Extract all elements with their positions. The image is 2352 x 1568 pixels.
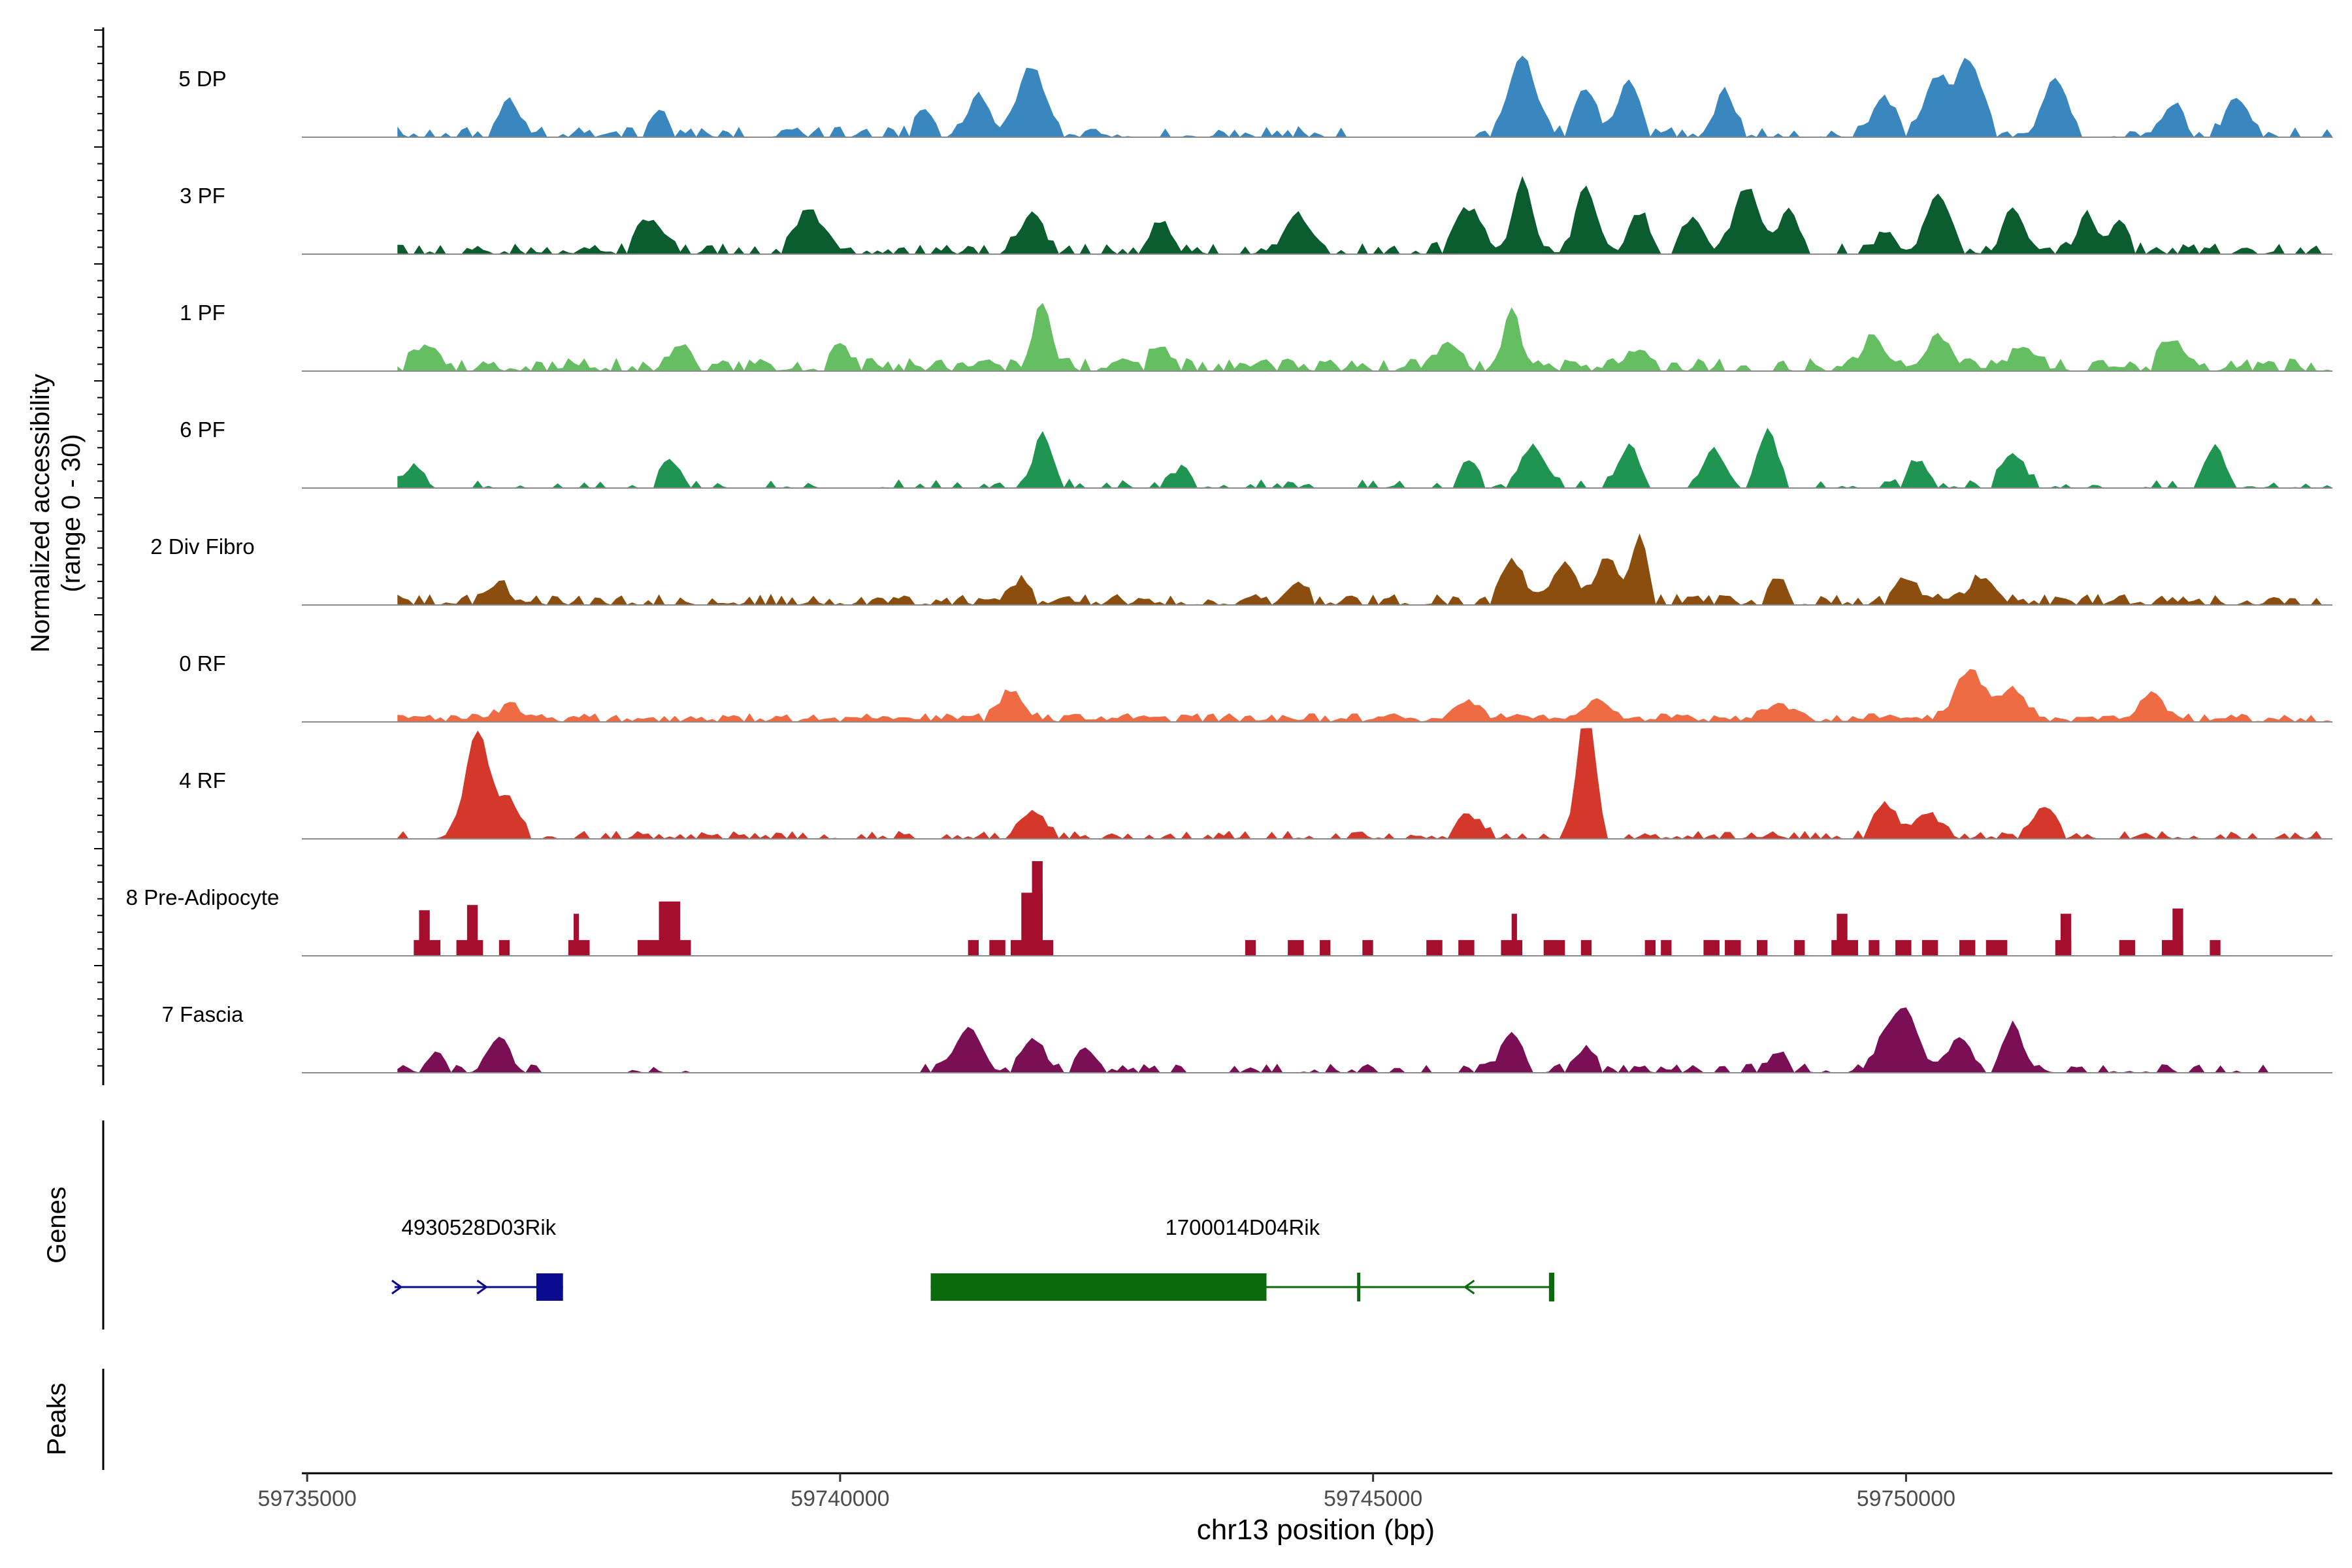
coverage-block <box>1458 939 1475 956</box>
track-label: 2 Div Fibro <box>150 534 255 559</box>
x-tick-label: 59750000 <box>1857 1486 1955 1511</box>
coverage-block <box>2119 939 2136 956</box>
coverage-block <box>1032 861 1043 956</box>
track-label: 3 PF <box>180 184 225 208</box>
coverage-block <box>1794 939 1805 956</box>
coverage-block <box>2210 939 2221 956</box>
peaks-track-label: Peaks <box>42 1382 71 1455</box>
track-label: 1 PF <box>180 301 225 325</box>
coverage-block <box>419 910 430 956</box>
y-axis-label-line2: (range 0 - 30) <box>57 434 86 592</box>
coverage-block <box>1985 939 2008 956</box>
coverage-block <box>466 905 478 956</box>
x-tick-label: 59745000 <box>1324 1486 1422 1511</box>
gene-4930528d03rik: 4930528D03Rik <box>391 1215 563 1301</box>
coverage-block <box>1362 939 1373 956</box>
gene-exon <box>930 1273 1267 1301</box>
coverage-area <box>397 56 2333 139</box>
coverage-block <box>2172 908 2183 956</box>
coverage-block <box>498 939 510 956</box>
gene-label: 4930528D03Rik <box>401 1215 556 1239</box>
track-5-dp: 5 DP <box>178 56 2333 139</box>
track-3-pf: 3 PF <box>180 176 2332 255</box>
coverage-block <box>1725 939 1741 956</box>
coverage-tracks: 5 DP 3 PF 1 PF 6 PF 2 Div Fibro 0 RF 4 RF 8 Pre… <box>126 56 2333 1074</box>
x-axis: 59735000 59740000 59745000 59750000 <box>258 1472 2332 1511</box>
x-axis-label: chr13 position (bp) <box>1197 1514 1435 1546</box>
coverage-block <box>1580 939 1592 956</box>
track-label: 8 Pre-Adipocyte <box>126 885 280 909</box>
x-tick-label: 59735000 <box>258 1486 357 1511</box>
gene-exon <box>1357 1273 1361 1301</box>
coverage-block <box>1426 939 1443 956</box>
coverage-block <box>1921 939 1938 956</box>
coverage-block <box>1959 939 1976 956</box>
gene-label: 1700014D04Rik <box>1165 1215 1320 1239</box>
track-1-pf: 1 PF <box>180 301 2333 372</box>
coverage-area <box>397 728 2332 840</box>
track-label: 4 RF <box>179 768 226 792</box>
coverage-block <box>1288 939 1304 956</box>
coverage-block <box>1543 939 1565 956</box>
coverage-block <box>1644 939 1656 956</box>
track-7-fascia: 7 Fascia <box>162 1002 2332 1074</box>
coverage-block <box>1511 913 1517 956</box>
gene-exon <box>1548 1273 1555 1301</box>
coverage-block <box>989 939 1005 956</box>
track-label: 0 RF <box>179 651 226 676</box>
coverage-block <box>659 901 681 956</box>
coverage-block <box>1661 939 1672 956</box>
coverage-block <box>574 913 580 956</box>
gene-exon <box>536 1273 563 1301</box>
coverage-block <box>2060 913 2072 956</box>
strand-arrow <box>476 1279 489 1295</box>
genes-track-label: Genes <box>42 1186 71 1264</box>
track-4-rf: 4 RF <box>179 728 2332 840</box>
coverage-block <box>1703 939 1720 956</box>
coverage-block <box>1837 913 1848 956</box>
y-axis-label-line1: Normalized accessibility <box>26 374 55 653</box>
coverage-area <box>397 427 2333 489</box>
track-2-div-fibro: 2 Div Fibro <box>150 533 2332 606</box>
coverage-block <box>637 939 659 956</box>
coverage-block <box>1756 939 1768 956</box>
coverage-block <box>1869 939 1880 956</box>
coverage-area <box>397 176 2332 255</box>
track-8-pre-adipocyte: 8 Pre-Adipocyte <box>126 861 2332 956</box>
coverage-block <box>968 939 979 956</box>
x-tick-label: 59740000 <box>791 1486 889 1511</box>
gene-annotations: 4930528D03Rik 1700014D04Rik <box>391 1215 1555 1301</box>
track-label: 5 DP <box>178 67 226 91</box>
strand-arrow <box>1463 1279 1475 1295</box>
coverage-area <box>397 533 2332 606</box>
track-label: 7 Fascia <box>162 1002 244 1026</box>
gene-1700014d04rik: 1700014D04Rik <box>930 1215 1555 1301</box>
coverage-area <box>397 1007 2332 1074</box>
coverage-block <box>1245 939 1256 956</box>
coverage-area <box>397 668 2333 723</box>
track-6-pf: 6 PF <box>180 417 2333 489</box>
coverage-area <box>397 302 2333 372</box>
track-0-rf: 0 RF <box>179 651 2333 723</box>
strand-arrow <box>391 1279 403 1295</box>
track-label: 6 PF <box>180 417 225 442</box>
coverage-block <box>1895 939 1912 956</box>
left-axis <box>94 27 105 1085</box>
coverage-block <box>1320 939 1331 956</box>
